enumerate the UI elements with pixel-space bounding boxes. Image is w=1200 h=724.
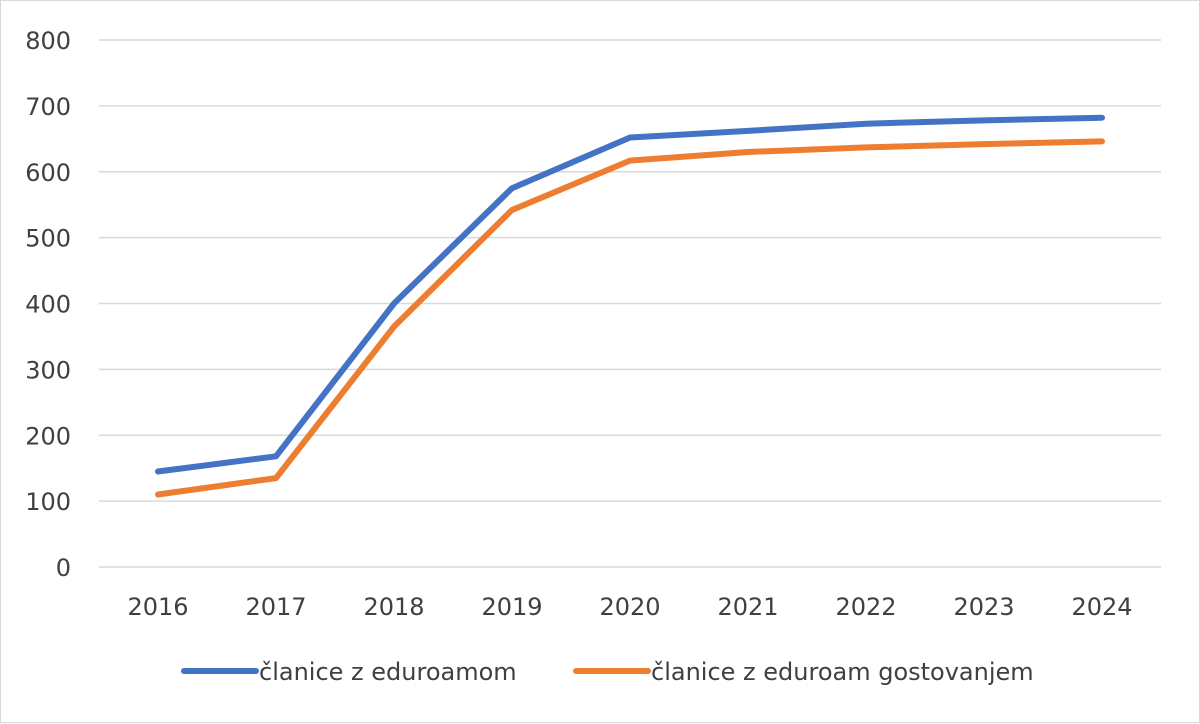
x-tick-label-2023: 2023 xyxy=(953,593,1014,621)
legend-item-clanice-z-eduroamom: članice z eduroamom xyxy=(184,658,517,686)
legend: članice z eduroamom članice z eduroam go… xyxy=(184,658,1034,686)
x-tick-label-2022: 2022 xyxy=(835,593,896,621)
y-tick-label-200: 200 xyxy=(25,422,71,450)
x-tick-label-2024: 2024 xyxy=(1071,593,1132,621)
legend-label-clanice-z-eduroamom: članice z eduroamom xyxy=(259,658,517,686)
x-tick-label-2018: 2018 xyxy=(363,593,424,621)
x-tick-label-2019: 2019 xyxy=(481,593,542,621)
series-lines xyxy=(158,118,1102,495)
x-tick-label-2017: 2017 xyxy=(245,593,306,621)
legend-item-clanice-z-eduroam-gostovanjem: članice z eduroam gostovanjem xyxy=(576,658,1034,686)
x-tick-label-2016: 2016 xyxy=(127,593,188,621)
x-axis-ticks: 2016 2017 2018 2019 2020 2021 2022 2023 2024 xyxy=(127,593,1132,621)
series-line-0 xyxy=(158,118,1102,472)
y-tick-label-100: 100 xyxy=(25,488,71,516)
x-tick-label-2021: 2021 xyxy=(717,593,778,621)
y-tick-label-700: 700 xyxy=(25,93,71,121)
y-tick-label-600: 600 xyxy=(25,159,71,187)
legend-label-clanice-z-eduroam-gostovanjem: članice z eduroam gostovanjem xyxy=(651,658,1034,686)
y-tick-label-500: 500 xyxy=(25,225,71,253)
y-tick-label-0: 0 xyxy=(56,554,71,582)
x-tick-label-2020: 2020 xyxy=(599,593,660,621)
series-line-1 xyxy=(158,141,1102,494)
y-tick-label-400: 400 xyxy=(25,291,71,319)
y-axis-ticks: 0 100 200 300 400 500 600 700 800 xyxy=(25,27,71,582)
y-tick-label-800: 800 xyxy=(25,27,71,55)
y-tick-label-300: 300 xyxy=(25,356,71,384)
